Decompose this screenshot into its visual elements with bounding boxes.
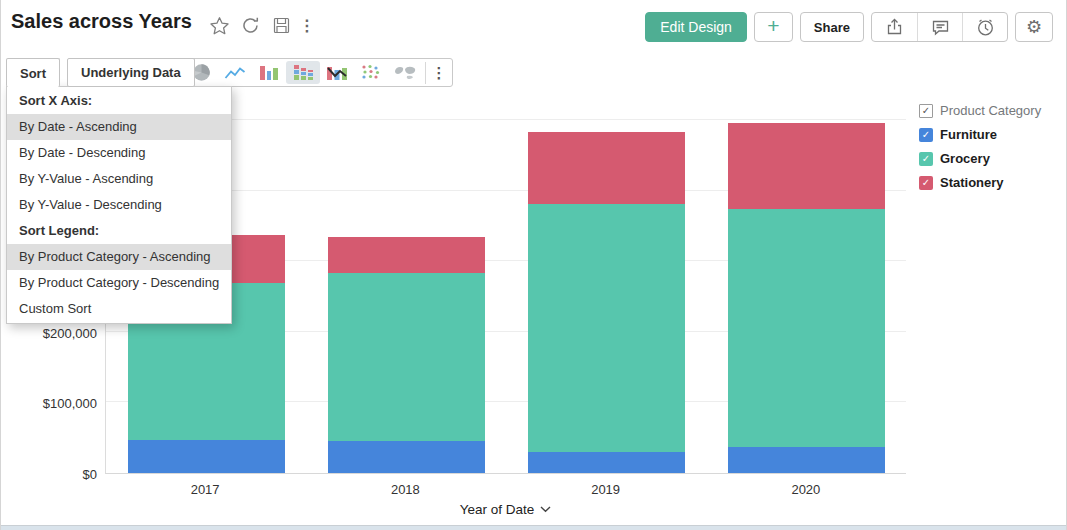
more-icon: ⋮	[432, 64, 447, 81]
chart-type-stacked-bar[interactable]	[286, 61, 320, 84]
analytics-report-view: Sales across Years ⋮ Edit Design + Share	[0, 0, 1067, 530]
legend-checkbox-stationery[interactable]: ✓	[919, 176, 933, 190]
stacked-bar-2019[interactable]	[528, 132, 685, 473]
bottom-edge-divider	[1, 525, 1066, 530]
bar-chart-icon	[260, 66, 278, 80]
chart-type-bar[interactable]	[252, 61, 286, 84]
share-button[interactable]: Share	[800, 12, 864, 42]
favorite-button[interactable]	[208, 15, 230, 36]
legend-checkbox-grocery[interactable]: ✓	[919, 152, 933, 166]
legend-item-grocery[interactable]: ✓ Grocery	[919, 150, 1041, 167]
title-icon-row: ⋮	[208, 15, 313, 36]
bar-segment-grocery-2020[interactable]	[728, 209, 885, 447]
legend-title-checkbox[interactable]: ✓	[919, 104, 933, 118]
bar-segment-furniture-2017[interactable]	[128, 440, 285, 473]
legend-label: Stationery	[940, 175, 1004, 190]
bar-segment-furniture-2019[interactable]	[528, 452, 685, 473]
x-axis-tick-label: 2019	[506, 482, 706, 497]
y-axis-tick-label: $0	[83, 467, 97, 482]
bar-segment-furniture-2020[interactable]	[728, 447, 885, 473]
comments-button[interactable]	[917, 13, 962, 41]
sort-menu-item[interactable]: Custom Sort	[7, 296, 231, 322]
toolbar-divider	[425, 62, 426, 84]
y-axis-tick-label: $200,000	[43, 326, 97, 341]
title-more-button[interactable]: ⋮	[301, 15, 313, 36]
line-chart-icon	[224, 65, 246, 81]
chart-type-line[interactable]	[218, 61, 252, 84]
bar-segment-stationery-2018[interactable]	[328, 237, 485, 273]
bar-segment-grocery-2018[interactable]	[328, 273, 485, 442]
page-title: Sales across Years	[11, 10, 192, 33]
sort-menu-item[interactable]: By Y-Value - Descending	[7, 192, 231, 218]
save-icon	[272, 16, 291, 35]
sort-menu-item[interactable]: By Date - Ascending	[7, 114, 231, 140]
x-axis-title-label: Year of Date	[460, 502, 535, 517]
legend-checkbox-furniture[interactable]: ✓	[919, 128, 933, 142]
star-icon	[209, 16, 230, 36]
check-icon: ✓	[922, 106, 930, 116]
bar-segment-stationery-2020[interactable]	[728, 123, 885, 209]
chart-legend: ✓ Product Category ✓ Furniture ✓ Grocery ✓ St…	[919, 102, 1041, 198]
legend-label: Furniture	[940, 127, 997, 142]
chart-type-scatter[interactable]	[354, 61, 388, 84]
x-axis-tick-label: 2017	[105, 482, 305, 497]
x-axis-tick-label: 2018	[305, 482, 505, 497]
export-icon	[884, 17, 905, 38]
edit-design-button[interactable]: Edit Design	[645, 12, 747, 42]
bar-segment-furniture-2018[interactable]	[328, 441, 485, 473]
stacked-bar-2020[interactable]	[728, 123, 885, 473]
report-action-group	[871, 12, 1008, 42]
chart-type-more-button[interactable]: ⋮	[429, 64, 449, 82]
alerts-button[interactable]	[962, 13, 1007, 41]
sort-menu: Sort X Axis:By Date - AscendingBy Date -…	[6, 86, 232, 324]
chart-type-map[interactable]	[388, 61, 422, 84]
legend-title-row[interactable]: ✓ Product Category	[919, 102, 1041, 119]
plus-icon: +	[767, 14, 779, 38]
legend-title: Product Category	[940, 103, 1041, 118]
chart-type-toolbar: ⋮	[180, 58, 453, 87]
sort-menu-header: Sort X Axis:	[7, 88, 231, 114]
sort-menu-item[interactable]: By Y-Value - Ascending	[7, 166, 231, 192]
legend-item-furniture[interactable]: ✓ Furniture	[919, 126, 1041, 143]
settings-gear-icon: ⚙	[1026, 16, 1042, 38]
alarm-clock-icon	[975, 17, 996, 38]
export-button[interactable]	[872, 13, 917, 41]
settings-button[interactable]: ⚙	[1015, 12, 1053, 42]
y-axis-tick-label: $100,000	[43, 396, 97, 411]
x-axis-title[interactable]: Year of Date	[105, 502, 906, 517]
legend-item-stationery[interactable]: ✓ Stationery	[919, 174, 1041, 191]
stacked-bar-chart-icon	[294, 65, 313, 80]
bar-segment-stationery-2019[interactable]	[528, 132, 685, 204]
chevron-down-icon	[540, 506, 551, 513]
legend-label: Grocery	[940, 151, 990, 166]
chart-type-combo[interactable]	[320, 61, 354, 84]
sort-menu-header: Sort Legend:	[7, 218, 231, 244]
header-actions: Edit Design + Share ⚙	[645, 12, 1053, 42]
stacked-bar-2018[interactable]	[328, 237, 485, 473]
sort-menu-item[interactable]: By Date - Descending	[7, 140, 231, 166]
comment-icon	[930, 17, 951, 38]
bar-segment-grocery-2019[interactable]	[528, 204, 685, 452]
refresh-button[interactable]	[239, 15, 261, 36]
tab-underlying-data[interactable]: Underlying Data	[67, 58, 195, 87]
save-button[interactable]	[270, 15, 292, 36]
sort-menu-item[interactable]: By Product Category - Descending	[7, 270, 231, 296]
view-tabs: Sort Underlying Data	[6, 58, 195, 87]
tab-sort[interactable]: Sort	[6, 58, 60, 87]
map-chart-icon	[393, 65, 417, 80]
combo-chart-icon	[326, 64, 348, 81]
x-axis-tick-label: 2020	[706, 482, 906, 497]
add-button[interactable]: +	[754, 12, 793, 42]
more-icon: ⋮	[299, 16, 315, 35]
legend-items: ✓ Furniture ✓ Grocery ✓ Stationery	[919, 126, 1041, 191]
sort-menu-item[interactable]: By Product Category - Ascending	[7, 244, 231, 270]
refresh-icon	[241, 16, 260, 35]
scatter-chart-icon	[361, 64, 381, 81]
